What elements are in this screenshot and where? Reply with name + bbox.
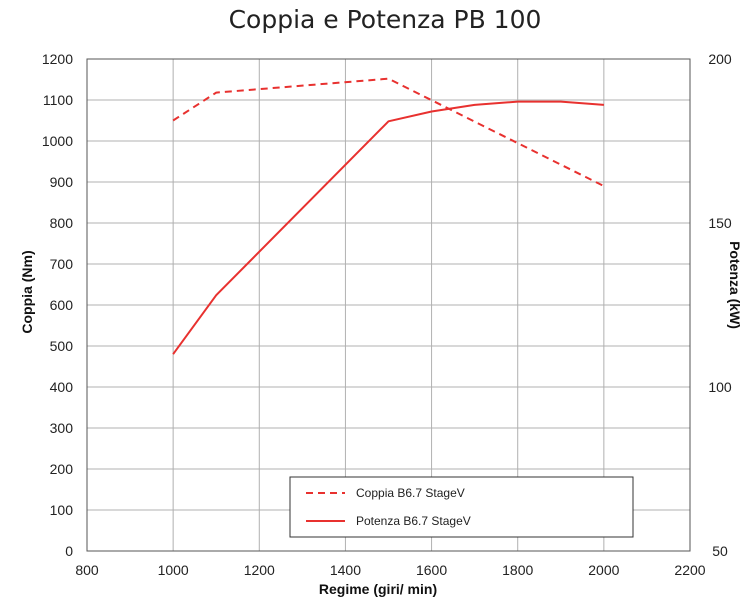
y-axis-label: Coppia (Nm) [19, 250, 35, 333]
y-axis-ticks: 0 100 200 300 400 500 600 700 800 900 1000 1100 1200 [42, 51, 73, 559]
plot-frame [86, 58, 691, 552]
y-tick-label: 100 [50, 502, 74, 518]
y-tick-label: 1000 [42, 133, 73, 149]
y-right-axis-ticks: 50 100 150 200 [708, 51, 732, 559]
y-tick-label: 200 [50, 461, 74, 477]
x-tick-label: 800 [75, 562, 99, 578]
legend: Coppia B6.7 StageV Potenza B6.7 StageV [289, 476, 634, 538]
y-right-tick-label: 100 [708, 379, 732, 395]
y-tick-label: 800 [50, 215, 74, 231]
y-tick-label: 900 [50, 174, 74, 190]
legend-label-potenza: Potenza B6.7 StageV [356, 514, 471, 528]
y-right-axis-label: Potenza (kW) [727, 241, 743, 329]
y-tick-label: 1200 [42, 51, 73, 67]
grid [87, 59, 690, 551]
y-tick-label: 600 [50, 297, 74, 313]
x-tick-label: 1000 [158, 562, 189, 578]
y-tick-label: 400 [50, 379, 74, 395]
chart-title: Coppia e Potenza PB 100 [229, 5, 542, 34]
series-line-potenza [172, 100, 604, 355]
legend-box [289, 476, 634, 538]
x-tick-label: 2200 [674, 562, 705, 578]
x-tick-label: 2000 [588, 562, 619, 578]
legend-label-coppia: Coppia B6.7 StageV [356, 486, 465, 500]
y-tick-label: 1100 [43, 92, 73, 108]
y-tick-label: 0 [65, 543, 73, 559]
x-tick-label: 1400 [330, 562, 361, 578]
x-axis-label: Regime (giri/ min) [319, 581, 437, 597]
y-right-tick-label: 50 [712, 543, 728, 559]
x-tick-label: 1800 [502, 562, 533, 578]
series-layer [172, 77, 605, 355]
y-tick-label: 300 [50, 420, 74, 436]
y-tick-label: 700 [50, 256, 74, 272]
y-right-tick-label: 150 [708, 215, 732, 231]
x-axis-ticks: 800 1000 1200 1400 1600 1800 2000 2200 [75, 562, 705, 578]
y-right-tick-label: 200 [708, 51, 732, 67]
x-tick-label: 1600 [416, 562, 447, 578]
series-line-coppia [172, 77, 605, 187]
y-tick-label: 500 [50, 338, 74, 354]
x-tick-label: 1200 [244, 562, 275, 578]
